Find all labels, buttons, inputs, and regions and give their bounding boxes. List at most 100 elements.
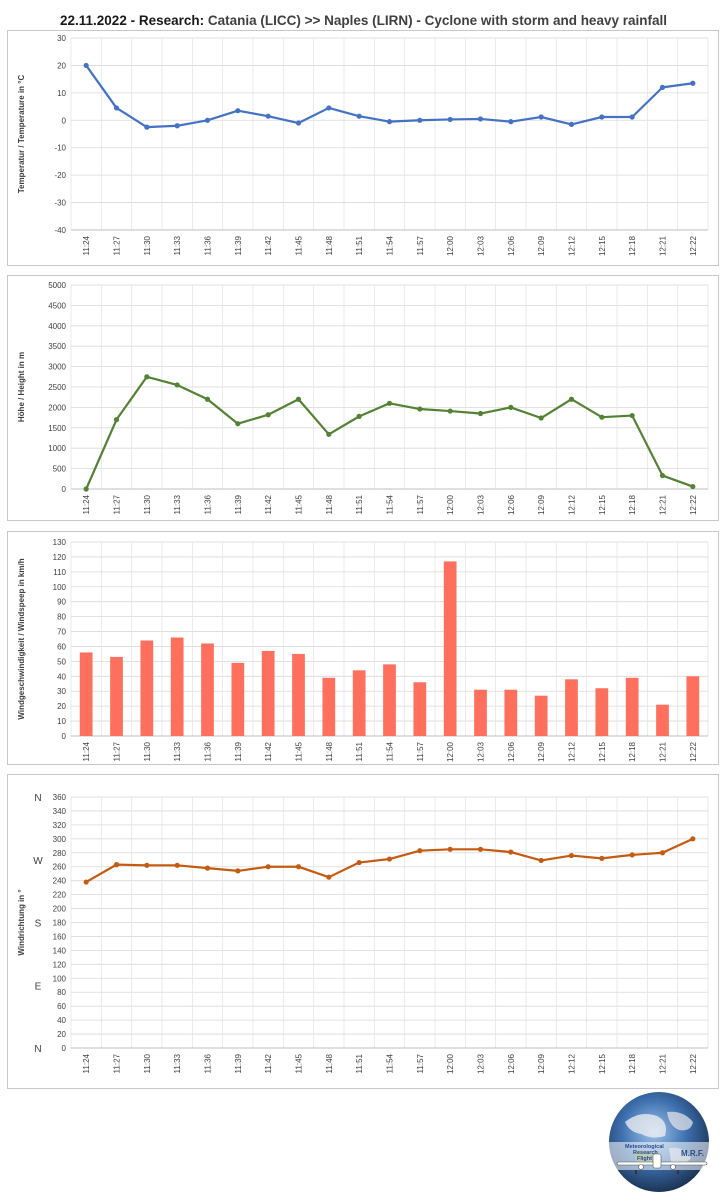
y-tick-label: 130 <box>53 538 67 547</box>
x-tick-label: 12:09 <box>537 494 546 515</box>
data-point <box>356 113 362 119</box>
y-tick-label: 40 <box>57 672 66 681</box>
chart-title: 22.11.2022 - Research: Catania (LICC) >>… <box>60 13 667 28</box>
x-tick-label: 12:18 <box>628 494 637 515</box>
data-point <box>204 396 211 402</box>
x-tick-label: 12:09 <box>537 235 546 256</box>
x-tick-label: 12:09 <box>537 1053 546 1074</box>
y-tick-label: 30 <box>57 687 66 696</box>
data-point <box>144 374 150 380</box>
x-tick-label: 12:22 <box>689 494 698 515</box>
y-tick-label: 40 <box>57 1016 66 1025</box>
logo-line2: Research <box>633 1150 658 1156</box>
y-tick-label: 20 <box>57 702 66 711</box>
x-tick-label: 11:48 <box>325 494 334 514</box>
bar <box>140 640 154 736</box>
data-point <box>447 408 453 414</box>
y-tick-label: 90 <box>57 598 66 607</box>
x-tick-label: 12:18 <box>628 1053 637 1074</box>
x-tick-label: 11:57 <box>416 494 425 514</box>
bar <box>110 656 123 736</box>
x-tick-label: 11:54 <box>386 494 395 514</box>
data-point <box>417 406 423 412</box>
logo-line3: Flight <box>637 1156 652 1162</box>
y-tick-label: 240 <box>53 877 67 886</box>
data-point <box>356 413 362 419</box>
x-tick-label: 11:42 <box>264 1053 273 1073</box>
y-tick-label: 1500 <box>48 424 66 433</box>
data-point <box>235 421 241 427</box>
data-point <box>447 846 453 852</box>
windspeed-chart: 0 10 20 30 40 50 60 70 80 90 100 110 120 130 11:24 11:2… <box>17 538 709 762</box>
y-tick-label: 3500 <box>48 342 66 351</box>
bar <box>322 677 336 736</box>
data-point <box>174 382 180 388</box>
bar <box>504 689 518 736</box>
x-tick-label: 11:39 <box>234 235 243 255</box>
y-tick-label: 50 <box>57 657 66 666</box>
x-tick-label: 11:30 <box>143 235 152 255</box>
bar <box>625 677 639 736</box>
y-tick-label: 80 <box>57 988 66 997</box>
data-point <box>508 849 514 855</box>
y-tick-label: 1000 <box>48 444 66 453</box>
y-tick-label: 120 <box>53 553 67 562</box>
temperature-chart: -40 -30 -20 -10 0 10 20 30 11:24 11:27 11:30 11:33 1… <box>17 34 709 256</box>
x-tick-label: 11:24 <box>82 741 91 761</box>
data-point <box>144 124 150 130</box>
x-tick-label: 11:30 <box>143 494 152 514</box>
compass-label: W <box>33 856 43 867</box>
data-point <box>295 120 302 126</box>
y-tick-label: 0 <box>62 116 67 125</box>
bar <box>231 662 245 736</box>
data-point <box>477 846 484 852</box>
x-tick-label: 11:51 <box>355 494 364 514</box>
y-tick-label: 2500 <box>48 383 66 392</box>
x-tick-label: 11:48 <box>325 741 334 761</box>
bar <box>79 652 93 736</box>
y-tick-label: -20 <box>54 171 66 180</box>
data-point <box>265 412 271 418</box>
data-point <box>417 117 423 123</box>
x-tick-label: 11:36 <box>204 741 213 761</box>
airplane-icon <box>616 1153 708 1174</box>
data-point <box>326 105 332 111</box>
x-tick-label: 12:22 <box>689 741 698 762</box>
winddirection-chart-panel: 0 20 40 60 80 100 120 140 160 180 200 220 240 260 280 3… <box>7 774 719 1089</box>
data-point <box>326 874 332 880</box>
y-tick-label: 120 <box>53 960 67 969</box>
data-point <box>235 108 241 114</box>
x-tick-label: 11:42 <box>264 741 273 761</box>
data-point <box>477 116 484 122</box>
x-tick-label: 12:03 <box>477 1053 486 1074</box>
x-tick-label: 12:06 <box>507 741 516 762</box>
y-axis-title: Windgeschwindigkeit / Windspeep in km/h <box>17 558 26 719</box>
bar <box>383 664 396 736</box>
x-tick-label: 12:21 <box>659 741 668 762</box>
y-tick-label: 160 <box>53 932 67 941</box>
x-tick-label: 11:45 <box>295 741 304 761</box>
series-line <box>85 375 694 490</box>
data-point <box>690 836 696 842</box>
x-tick-label: 12:03 <box>477 494 486 515</box>
data-point <box>599 114 605 120</box>
y-tick-label: 140 <box>53 946 67 955</box>
data-point <box>83 486 89 492</box>
data-point <box>629 852 635 858</box>
data-point <box>508 119 514 125</box>
x-tick-label: 12:15 <box>598 741 607 762</box>
data-point <box>295 396 302 402</box>
y-tick-label: 360 <box>53 793 67 802</box>
y-tick-label: 4500 <box>48 301 66 310</box>
logo-line1: Meteorological <box>625 1144 664 1150</box>
x-tick-label: 11:45 <box>295 494 304 514</box>
data-point <box>599 855 605 861</box>
bar <box>413 682 427 736</box>
x-tick-label: 11:27 <box>113 741 122 761</box>
y-tick-label: 4000 <box>48 322 66 331</box>
y-tick-label: 180 <box>53 919 67 928</box>
compass-label: E <box>35 981 42 992</box>
x-tick-label: 12:21 <box>659 235 668 256</box>
y-tick-label: 0 <box>62 485 67 494</box>
compass-label: S <box>35 919 42 930</box>
